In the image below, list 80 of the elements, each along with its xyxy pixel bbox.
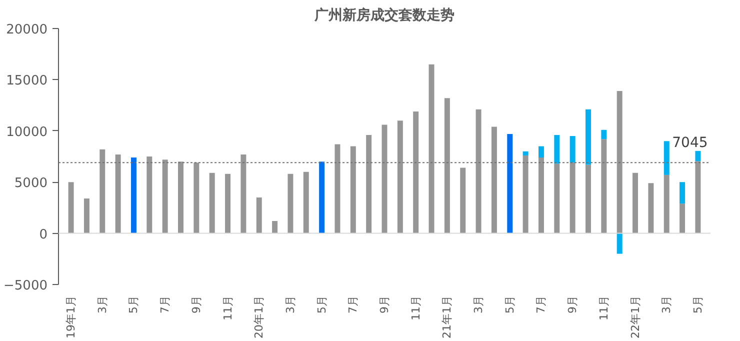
x-tick-label: 7月 bbox=[534, 296, 548, 314]
bar bbox=[366, 134, 372, 234]
bar bbox=[428, 64, 434, 234]
bar bbox=[648, 183, 654, 234]
bar bbox=[695, 161, 701, 234]
y-tick-label: 15000 bbox=[6, 74, 48, 89]
x-tick-label: 19年1月 bbox=[64, 295, 78, 338]
bar bbox=[413, 111, 419, 234]
x-tick-label: 21年1月 bbox=[440, 295, 454, 338]
bar bbox=[115, 154, 121, 234]
bar bbox=[397, 120, 403, 234]
x-tick-label: 9月 bbox=[566, 296, 580, 314]
bar bbox=[178, 162, 184, 234]
x-tick-label: 3月 bbox=[284, 296, 297, 314]
bar bbox=[146, 156, 152, 234]
bar bbox=[240, 154, 246, 234]
bar bbox=[522, 155, 528, 234]
bar bbox=[209, 172, 215, 234]
x-tick-label: 9月 bbox=[378, 296, 391, 314]
bar bbox=[288, 174, 294, 234]
x-tick-label: 3月 bbox=[472, 296, 486, 314]
x-tick-label: 11月 bbox=[221, 295, 234, 320]
bar bbox=[680, 204, 686, 234]
y-tick-label: 5000 bbox=[14, 176, 48, 192]
x-tick-label: 9月 bbox=[190, 296, 203, 314]
bar bbox=[601, 139, 607, 234]
bar bbox=[507, 134, 513, 234]
x-tick-label: 5月 bbox=[315, 296, 328, 314]
bar bbox=[616, 233, 622, 254]
bar bbox=[100, 149, 106, 234]
x-tick-label: 11月 bbox=[409, 295, 422, 320]
bar bbox=[334, 144, 340, 234]
bar bbox=[664, 174, 670, 234]
bar bbox=[664, 141, 670, 175]
bar bbox=[476, 109, 482, 234]
bar bbox=[225, 174, 231, 234]
data-label: 7045 bbox=[672, 135, 708, 152]
bar bbox=[444, 98, 450, 234]
x-tick-label: 5月 bbox=[503, 296, 516, 314]
x-tick-label: 5月 bbox=[127, 296, 140, 314]
bar bbox=[84, 198, 90, 234]
bar bbox=[554, 164, 560, 234]
bar bbox=[601, 130, 607, 140]
bar bbox=[162, 160, 168, 234]
bar bbox=[632, 172, 638, 234]
y-tick-label: 20000 bbox=[6, 22, 48, 38]
bar bbox=[303, 172, 309, 234]
bar bbox=[680, 182, 686, 204]
x-tick-label: 5月 bbox=[691, 296, 704, 314]
bar bbox=[586, 164, 591, 234]
bar bbox=[616, 90, 622, 234]
bar bbox=[68, 182, 74, 234]
bar bbox=[538, 158, 544, 234]
x-tick-label: 11月 bbox=[597, 295, 610, 320]
bar bbox=[350, 146, 356, 234]
chart-title: 广州新房成交套数走势 bbox=[314, 6, 454, 24]
bar bbox=[554, 134, 560, 164]
bar bbox=[570, 136, 576, 163]
y-tick-label: 0 bbox=[39, 227, 48, 242]
bar bbox=[382, 124, 388, 234]
x-tick-label: 7月 bbox=[346, 296, 360, 314]
bar bbox=[538, 146, 544, 158]
x-tick-label: 3月 bbox=[96, 296, 109, 314]
bar bbox=[695, 150, 701, 162]
x-tick-label: 3月 bbox=[660, 296, 674, 314]
y-tick-label: 10000 bbox=[6, 124, 48, 140]
bar bbox=[586, 109, 591, 165]
x-tick-label: 22年1月 bbox=[628, 295, 642, 338]
bar bbox=[491, 126, 497, 234]
y-tick-label: −5000 bbox=[4, 278, 48, 294]
bar bbox=[319, 162, 325, 234]
x-tick-label: 20年1月 bbox=[252, 295, 266, 338]
bar bbox=[130, 158, 136, 234]
bar bbox=[570, 162, 576, 234]
bar bbox=[522, 151, 528, 156]
x-tick-label: 7月 bbox=[158, 296, 172, 314]
bar bbox=[272, 221, 278, 234]
bar bbox=[256, 197, 262, 234]
bar bbox=[460, 168, 466, 234]
bar bbox=[194, 162, 200, 234]
